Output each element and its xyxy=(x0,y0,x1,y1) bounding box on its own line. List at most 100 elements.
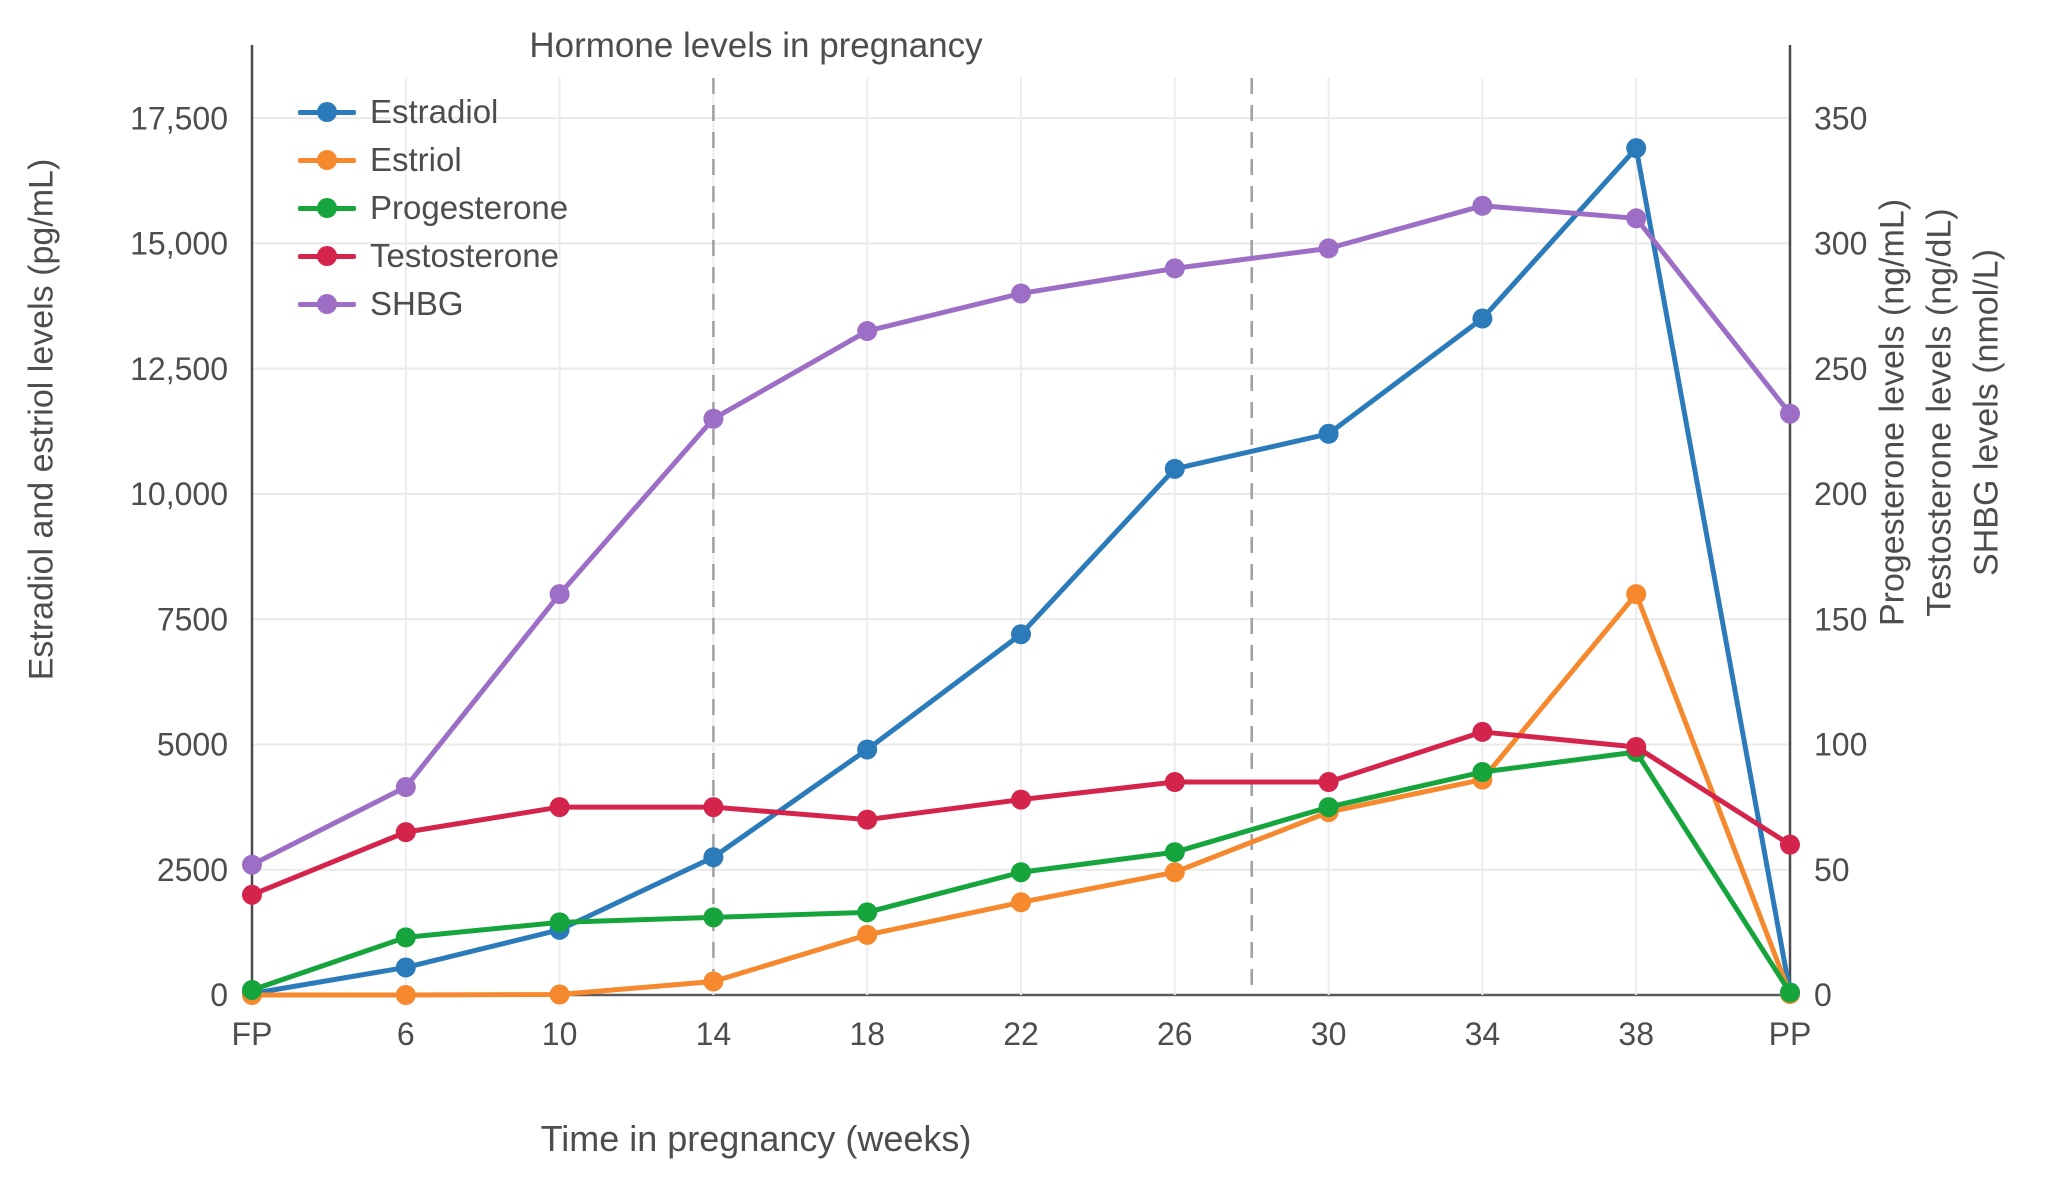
legend-item-estradiol[interactable]: Estradiol xyxy=(298,88,568,136)
y-left-tick-label: 10,000 xyxy=(130,476,228,512)
legend-swatch xyxy=(298,149,356,171)
x-tick-label: 22 xyxy=(1003,1016,1039,1052)
data-point xyxy=(242,854,262,875)
data-point xyxy=(703,797,724,818)
y-left-tick-label: 12,500 xyxy=(130,351,228,387)
y-axis-title-right-shbg: SHBG levels (nmol/L) xyxy=(1967,249,2006,576)
data-point xyxy=(242,979,262,1000)
data-point xyxy=(1164,258,1185,279)
legend-label: Estriol xyxy=(370,141,462,178)
data-point xyxy=(1011,624,1031,645)
data-point xyxy=(857,739,878,760)
data-point xyxy=(857,809,878,830)
data-point xyxy=(857,924,878,945)
x-tick-label: 6 xyxy=(397,1016,415,1052)
data-point xyxy=(1164,772,1185,793)
data-point xyxy=(703,847,724,868)
data-point xyxy=(703,971,724,992)
y-axis-title-right-testosterone: Testosterone levels (ng/dL) xyxy=(1920,208,1959,617)
y-left-tick-label: 5000 xyxy=(157,727,228,763)
series-shbg xyxy=(242,195,1800,875)
x-tick-label: 10 xyxy=(542,1016,578,1052)
x-tick-label: 26 xyxy=(1157,1016,1193,1052)
y-left-tick-label: 17,500 xyxy=(130,100,228,136)
data-point xyxy=(1472,308,1493,329)
legend-item-shbg[interactable]: SHBG xyxy=(298,280,568,328)
data-point xyxy=(1626,736,1647,757)
x-tick-label: FP xyxy=(232,1016,273,1052)
y-right-tick-label: 100 xyxy=(1814,727,1867,763)
x-tick-label: 18 xyxy=(849,1016,885,1052)
data-point xyxy=(1472,721,1493,742)
data-point xyxy=(1780,982,1800,1003)
data-point xyxy=(1318,797,1339,818)
y-axis-title-right-progesterone: Progesterone levels (ng/mL) xyxy=(1873,198,1912,627)
data-point xyxy=(857,321,878,342)
y-left-tick-label: 15,000 xyxy=(130,226,228,262)
data-point xyxy=(1011,892,1031,913)
series-testosterone xyxy=(242,721,1800,905)
x-tick-label: 30 xyxy=(1311,1016,1347,1052)
x-tick-label: 34 xyxy=(1465,1016,1501,1052)
legend-item-testosterone[interactable]: Testosterone xyxy=(298,232,568,280)
data-point xyxy=(1318,238,1339,259)
legend-item-estriol[interactable]: Estriol xyxy=(298,136,568,184)
legend-swatch-dot xyxy=(317,246,337,266)
data-point xyxy=(1011,283,1031,304)
y-left-tick-label: 7500 xyxy=(157,601,228,637)
data-point xyxy=(1318,423,1339,444)
legend-swatch-dot xyxy=(317,150,337,170)
y-left-tick-label: 0 xyxy=(210,977,228,1013)
data-point xyxy=(395,927,416,948)
legend-swatch-dot xyxy=(317,102,337,122)
y-right-tick-label: 50 xyxy=(1814,852,1850,888)
y-right-tick-label: 300 xyxy=(1814,226,1867,262)
gridlines xyxy=(250,45,1792,997)
data-point xyxy=(857,902,878,923)
legend-label: Progesterone xyxy=(370,189,569,226)
data-point xyxy=(1011,789,1031,810)
data-point xyxy=(1780,403,1800,424)
data-point xyxy=(1780,834,1800,855)
y-axis-title-left: Estradiol and estriol levels (pg/mL) xyxy=(22,158,61,681)
data-point xyxy=(395,822,416,843)
legend-swatch xyxy=(298,245,356,267)
legend-label: Estradiol xyxy=(370,93,499,130)
data-point xyxy=(549,584,570,605)
data-point xyxy=(549,984,570,1005)
x-tick-label: 38 xyxy=(1618,1016,1654,1052)
legend-swatch xyxy=(298,293,356,315)
legend-swatch-dot xyxy=(317,294,337,314)
legend-label: Testosterone xyxy=(370,237,559,274)
data-point xyxy=(1626,208,1647,229)
y-right-tick-label: 250 xyxy=(1814,351,1867,387)
y-right-tick-label: 150 xyxy=(1814,601,1867,637)
legend-item-progesterone[interactable]: Progesterone xyxy=(298,184,568,232)
data-point xyxy=(395,777,416,798)
legend-label: SHBG xyxy=(370,285,464,322)
legend: Estradiol Estriol Progesterone Testosterone… xyxy=(298,88,568,328)
data-point xyxy=(1011,862,1031,883)
y-right-tick-label: 350 xyxy=(1814,100,1867,136)
legend-swatch xyxy=(298,197,356,219)
legend-swatch-dot xyxy=(317,198,337,218)
x-tick-label: PP xyxy=(1769,1016,1812,1052)
data-point xyxy=(703,408,724,429)
data-point xyxy=(549,797,570,818)
data-point xyxy=(395,957,416,978)
x-axis-title: Time in pregnancy (weeks) xyxy=(540,1118,972,1159)
y-right-tick-label: 200 xyxy=(1814,476,1867,512)
x-tick-label: 14 xyxy=(696,1016,732,1052)
y-right-tick-label: 0 xyxy=(1814,977,1832,1013)
data-point xyxy=(395,985,416,1005)
y-left-tick-label: 2500 xyxy=(157,852,228,888)
data-point xyxy=(1318,772,1339,793)
tick-labels: 0 2500 5000 7500 10,000 12,500 15,000 17,500 0 50… xyxy=(130,100,1867,1052)
data-point xyxy=(1164,862,1185,883)
data-point xyxy=(242,884,262,905)
data-point xyxy=(549,912,570,933)
data-point xyxy=(1164,458,1185,479)
data-point xyxy=(1472,762,1493,783)
